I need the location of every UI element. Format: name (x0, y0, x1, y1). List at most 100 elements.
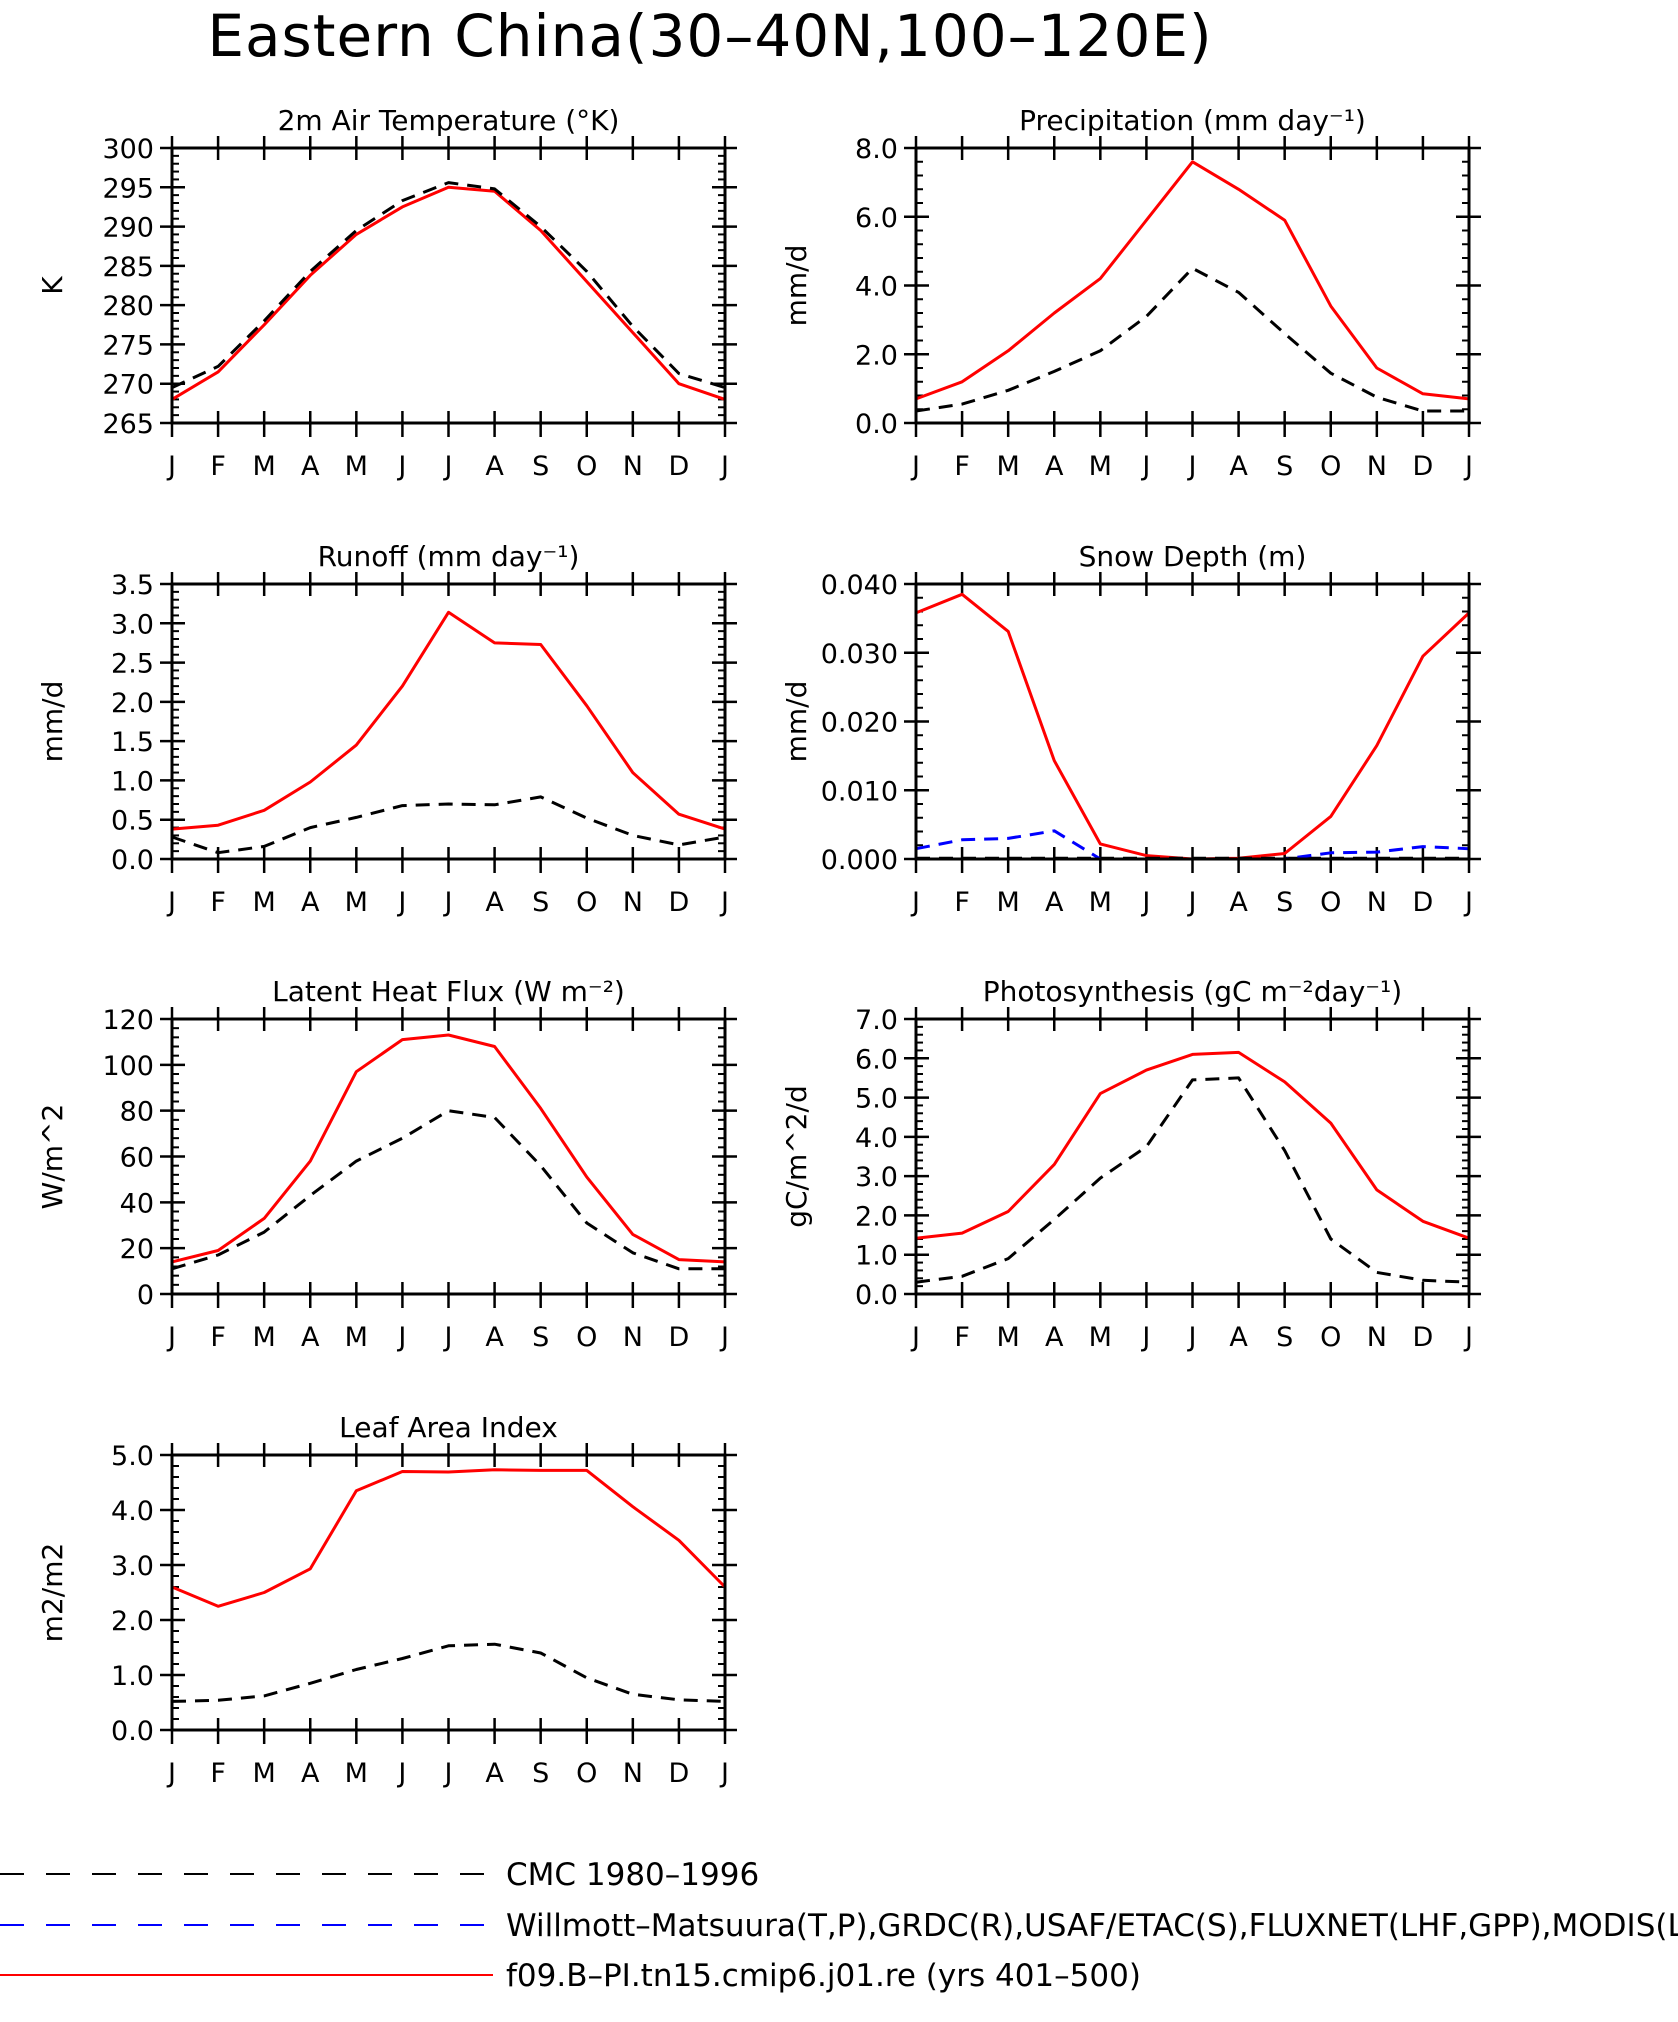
x-tick-label: J (719, 1758, 729, 1789)
x-tick-label: A (301, 1758, 320, 1789)
x-tick-label: N (1367, 1322, 1387, 1353)
x-tick-label: S (532, 451, 549, 482)
x-tick-label: J (1463, 451, 1473, 482)
y-tick-label: 0.040 (821, 570, 898, 601)
y-tick-label: 0.030 (821, 639, 898, 670)
y-tick-label: 0.010 (821, 776, 898, 807)
y-tick-label: 0.0 (855, 1280, 898, 1311)
plot-frame (170, 1453, 727, 1732)
x-tick-label: J (910, 1322, 920, 1353)
chart-panel-2: 0.02.04.06.08.0J F M A M J J A S O N D JPrecipitatio… (780, 104, 1481, 482)
series-line-2 (915, 1076, 1470, 1284)
figure-title: Eastern China(30–40N,100–120E) (207, 2, 1213, 70)
x-tick-label: O (576, 1322, 597, 1353)
x-tick-label: O (576, 887, 597, 918)
x-tick-label: F (954, 887, 970, 918)
x-tick-label: M (345, 451, 368, 482)
y-tick-label: 60 (120, 1143, 154, 1174)
y-tick-label: 4.0 (855, 272, 898, 303)
plot-frame (914, 1017, 1471, 1296)
x-tick-label: J (396, 451, 406, 482)
y-tick-label: 300 (102, 134, 154, 165)
x-tick-label: D (1413, 1322, 1434, 1353)
y-tick-label: 265 (102, 409, 154, 440)
x-tick-label: N (623, 451, 643, 482)
series-line-2 (171, 181, 726, 390)
x-tick-label: A (485, 1322, 504, 1353)
series-line-1 (171, 185, 726, 401)
x-tick-label: M (997, 451, 1020, 482)
series-line-1 (915, 592, 1471, 861)
y-tick-label: 6.0 (855, 203, 898, 234)
y-tick-label: 3.5 (111, 570, 154, 601)
y-axis-label: mm/d (780, 681, 813, 763)
x-tick-label: J (443, 451, 453, 482)
x-tick-label: J (166, 451, 176, 482)
x-tick-label: M (345, 1758, 368, 1789)
x-tick-label: N (623, 1322, 643, 1353)
series-line-2 (171, 1642, 726, 1703)
series-line-1 (171, 610, 726, 831)
y-tick-label: 5.0 (111, 1441, 154, 1472)
x-tick-label: M (1089, 1322, 1112, 1353)
x-tick-label: A (301, 1322, 320, 1353)
y-tick-label: 120 (102, 1005, 154, 1036)
series-line-1 (171, 1033, 726, 1264)
plot-frame (914, 582, 1471, 861)
y-tick-label: 80 (120, 1097, 154, 1128)
y-tick-label: 20 (120, 1234, 154, 1265)
x-tick-label: J (166, 1322, 176, 1353)
x-tick-label: A (1229, 451, 1248, 482)
x-tick-label: M (997, 887, 1020, 918)
y-tick-label: 290 (102, 213, 154, 244)
x-tick-label: A (485, 887, 504, 918)
x-tick-label: F (210, 451, 226, 482)
panel-title: Precipitation (mm day⁻¹) (1019, 104, 1366, 137)
x-tick-label: N (623, 887, 643, 918)
x-tick-label: D (1413, 451, 1434, 482)
x-tick-label: N (623, 1758, 643, 1789)
y-tick-label: 2.0 (855, 340, 898, 371)
panel-title: Runoff (mm day⁻¹) (318, 540, 580, 573)
series-line-1 (915, 1050, 1470, 1240)
x-tick-label: J (1140, 887, 1150, 918)
y-tick-label: 285 (102, 252, 154, 283)
panel-title: Leaf Area Index (339, 1411, 558, 1444)
y-tick-label: 1.0 (111, 766, 154, 797)
x-tick-label: J (396, 887, 406, 918)
x-tick-label: F (954, 451, 970, 482)
x-tick-label: A (1229, 887, 1248, 918)
y-tick-label: 3.0 (855, 1162, 898, 1193)
series-line-1 (171, 1468, 727, 1608)
y-axis-label: W/m^2 (36, 1104, 69, 1210)
x-tick-label: J (719, 451, 729, 482)
x-tick-label: M (253, 1322, 276, 1353)
x-tick-label: D (669, 887, 690, 918)
x-tick-label: A (485, 451, 504, 482)
chart-panel-3: 0.00.51.01.52.02.53.03.5J F M A M J J A S O N D JRun… (36, 540, 737, 918)
x-tick-label: N (1367, 887, 1387, 918)
x-tick-label: D (669, 1758, 690, 1789)
x-tick-label: A (1229, 1322, 1248, 1353)
x-tick-label: J (1463, 887, 1473, 918)
x-tick-label: M (253, 451, 276, 482)
panel-title: Snow Depth (m) (1079, 540, 1307, 573)
x-tick-label: J (1140, 1322, 1150, 1353)
y-tick-label: 3.0 (111, 609, 154, 640)
y-tick-label: 7.0 (855, 1005, 898, 1036)
x-tick-label: N (1367, 451, 1387, 482)
x-tick-label: J (396, 1322, 406, 1353)
panel-title: Latent Heat Flux (W m⁻²) (272, 975, 625, 1008)
y-tick-label: 0.0 (111, 1716, 154, 1747)
y-tick-label: 0.020 (821, 708, 898, 739)
x-tick-label: J (166, 887, 176, 918)
x-tick-label: J (1187, 1322, 1197, 1353)
x-tick-label: J (1140, 451, 1150, 482)
y-tick-label: 295 (102, 173, 154, 204)
x-tick-label: D (669, 451, 690, 482)
x-tick-label: M (345, 1322, 368, 1353)
y-tick-label: 2.0 (111, 1606, 154, 1637)
y-tick-label: 1.0 (855, 1241, 898, 1272)
x-tick-label: M (253, 887, 276, 918)
